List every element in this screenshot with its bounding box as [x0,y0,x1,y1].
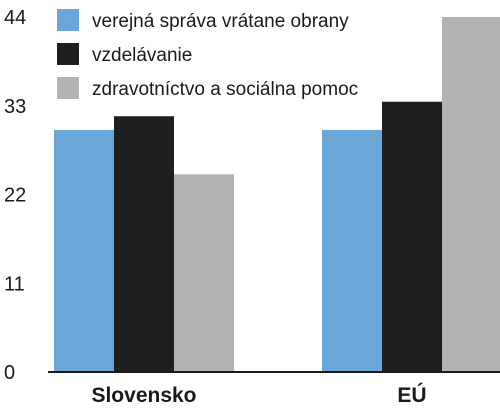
bar-0-0 [54,129,114,372]
legend-swatch [57,43,79,65]
y-tick-label: 44 [4,7,26,29]
bar-0-2 [174,174,234,372]
bars-group [54,17,500,372]
legend: verejná správa vrátane obrany vzdelávanie… [57,9,358,100]
y-ticks-group: 0 11 22 33 44 [4,7,26,384]
bar-0-1 [114,116,174,372]
legend-swatch [57,9,79,31]
bar-1-0 [322,129,382,372]
legend-swatch [57,77,79,99]
bar-1-1 [382,101,442,372]
category-label: Slovensko [91,384,196,407]
category-labels-group: Slovensko EÚ [91,383,426,407]
legend-label: vzdelávanie [92,45,192,66]
y-tick-label: 0 [4,362,15,384]
y-tick-label: 33 [4,96,26,118]
y-tick-label: 11 [4,273,25,295]
legend-label: zdravotníctvo a sociálna pomoc [92,79,358,100]
y-tick-label: 22 [4,185,26,207]
legend-label: verejná správa vrátane obrany [92,11,349,32]
bar-1-2 [442,17,500,372]
category-label: EÚ [397,383,426,407]
